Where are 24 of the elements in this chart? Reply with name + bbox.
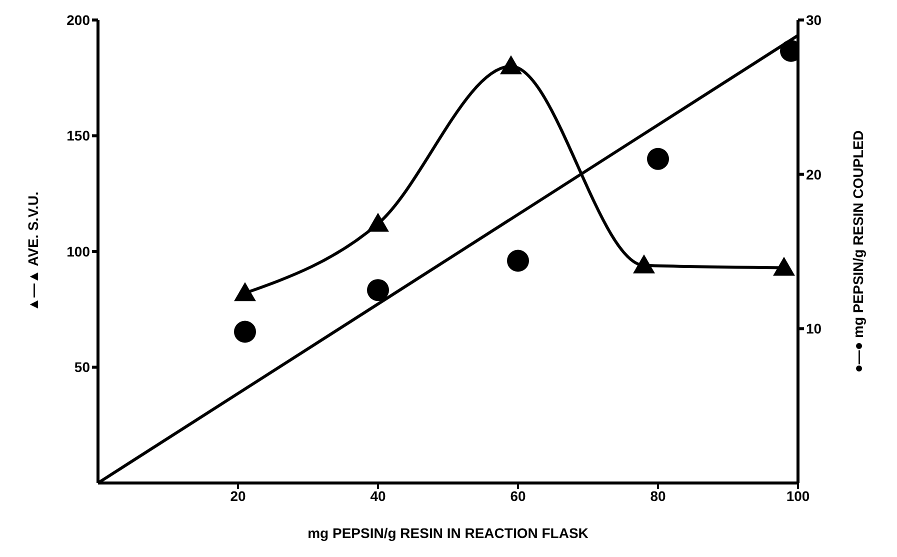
y2-tick-label: 30: [806, 12, 822, 28]
x-tick-label: 60: [510, 488, 526, 504]
point: [234, 320, 256, 343]
point: [633, 254, 655, 274]
point: [500, 55, 522, 74]
point: [367, 279, 389, 302]
y2-tick-label: 10: [806, 320, 822, 337]
point: [234, 282, 256, 302]
y2-tick-label: 20: [806, 166, 822, 182]
point: [367, 212, 389, 232]
y-tick-label: 50: [74, 359, 90, 376]
x-tick-label: 40: [370, 488, 386, 504]
x-axis-title: mg PEPSIN/g RESIN IN REACTION FLASK: [308, 525, 588, 541]
y-tick-label: 100: [66, 243, 90, 260]
y-tick-label: 200: [66, 12, 90, 28]
x-tick-label: 100: [786, 488, 810, 504]
point: [647, 148, 669, 170]
x-tick-label: 20: [230, 488, 246, 504]
y-axis-title: ▲—▲ AVE. S.V.U.: [24, 192, 41, 312]
y2-axis-title: ●—● mg PEPSIN/g RESIN COUPLED: [850, 130, 866, 373]
point: [773, 256, 795, 276]
x-tick-label: 80: [650, 488, 666, 504]
y-tick-label: 150: [66, 128, 90, 144]
point: [507, 250, 529, 272]
